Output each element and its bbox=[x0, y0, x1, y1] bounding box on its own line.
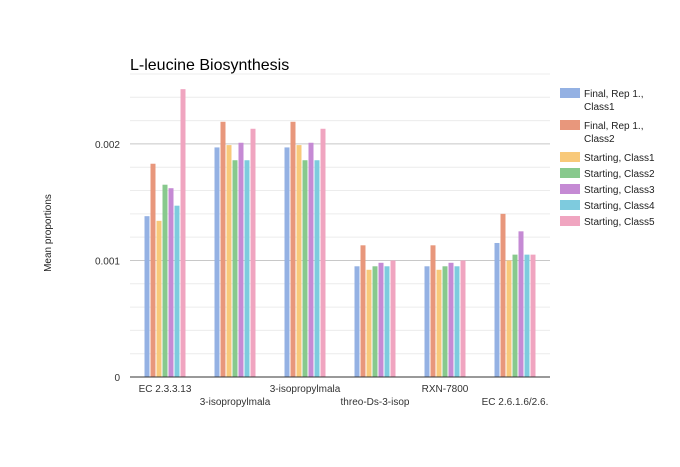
legend-label: Starting, Class2 bbox=[584, 169, 655, 180]
bar bbox=[360, 245, 366, 377]
bar bbox=[460, 260, 466, 377]
bar bbox=[500, 213, 506, 377]
bar bbox=[156, 220, 162, 377]
bar bbox=[524, 254, 530, 377]
bar bbox=[150, 163, 156, 377]
bar bbox=[226, 145, 232, 377]
bar bbox=[168, 188, 174, 377]
y-tick-label: 0.001 bbox=[95, 256, 120, 267]
chart-title: L-leucine Biosynthesis bbox=[130, 57, 289, 74]
bar bbox=[454, 266, 460, 377]
bar bbox=[430, 245, 436, 377]
y-tick-label: 0 bbox=[114, 373, 120, 384]
bar bbox=[530, 254, 536, 377]
legend-swatch bbox=[560, 152, 580, 162]
y-tick-label: 0.002 bbox=[95, 140, 120, 151]
bar bbox=[174, 205, 180, 377]
x-tick-label: RXN-7800 bbox=[422, 384, 469, 395]
legend-label: Final, Rep 1., Class1 bbox=[584, 89, 643, 113]
bar bbox=[214, 147, 220, 377]
bar bbox=[244, 160, 250, 377]
bar bbox=[448, 262, 454, 377]
bar bbox=[314, 160, 320, 377]
bar bbox=[220, 121, 226, 378]
legend-swatch bbox=[560, 184, 580, 194]
bar bbox=[290, 121, 296, 378]
bar bbox=[284, 147, 290, 377]
legend-label: Starting, Class1 bbox=[584, 153, 655, 164]
legend-swatch bbox=[560, 88, 580, 98]
bar bbox=[436, 269, 442, 377]
bar bbox=[238, 142, 244, 377]
bar bbox=[308, 142, 314, 377]
bar bbox=[442, 266, 448, 377]
bar bbox=[366, 269, 372, 377]
legend-swatch bbox=[560, 168, 580, 178]
y-axis-title: Mean proportions bbox=[43, 194, 54, 272]
bar bbox=[250, 128, 256, 377]
legend-swatch bbox=[560, 120, 580, 130]
gridlines bbox=[130, 73, 550, 355]
legend: Final, Rep 1., Class1 Final, Rep 1., Class2… bbox=[560, 88, 655, 228]
x-tick-label: 3-isopropylmala bbox=[270, 384, 341, 395]
bar bbox=[232, 160, 238, 377]
bar bbox=[506, 260, 512, 377]
legend-label: Starting, Class3 bbox=[584, 185, 655, 196]
x-tick-label: EC 2.6.1.6/2.6. bbox=[482, 397, 549, 408]
bar bbox=[144, 216, 150, 377]
bar bbox=[390, 260, 396, 377]
legend-label: Final, Rep 1., Class2 bbox=[584, 121, 643, 145]
bar bbox=[494, 242, 500, 377]
legend-swatch bbox=[560, 216, 580, 226]
bar bbox=[302, 160, 308, 377]
bar bbox=[424, 266, 430, 377]
bar bbox=[378, 262, 384, 377]
bar bbox=[162, 184, 168, 377]
bar bbox=[512, 254, 518, 377]
bar bbox=[180, 89, 186, 378]
x-tick-label: EC 2.3.3.13 bbox=[139, 384, 192, 395]
legend-swatch bbox=[560, 200, 580, 210]
axes: 0 0.001 0.002 EC 2.3.3.13 3-isopropylmala 3-i… bbox=[95, 140, 550, 408]
x-tick-label: 3-isopropylmala bbox=[200, 397, 271, 408]
x-tick-label: threo-Ds-3-isop bbox=[341, 397, 410, 408]
bar bbox=[372, 266, 378, 377]
legend-label: Starting, Class4 bbox=[584, 201, 655, 212]
legend-label: Starting, Class5 bbox=[584, 217, 655, 228]
bar bbox=[384, 266, 390, 377]
bar bbox=[518, 231, 524, 377]
bar bbox=[320, 128, 326, 377]
bar bbox=[354, 266, 360, 377]
bar bbox=[296, 145, 302, 377]
bars bbox=[144, 89, 536, 378]
